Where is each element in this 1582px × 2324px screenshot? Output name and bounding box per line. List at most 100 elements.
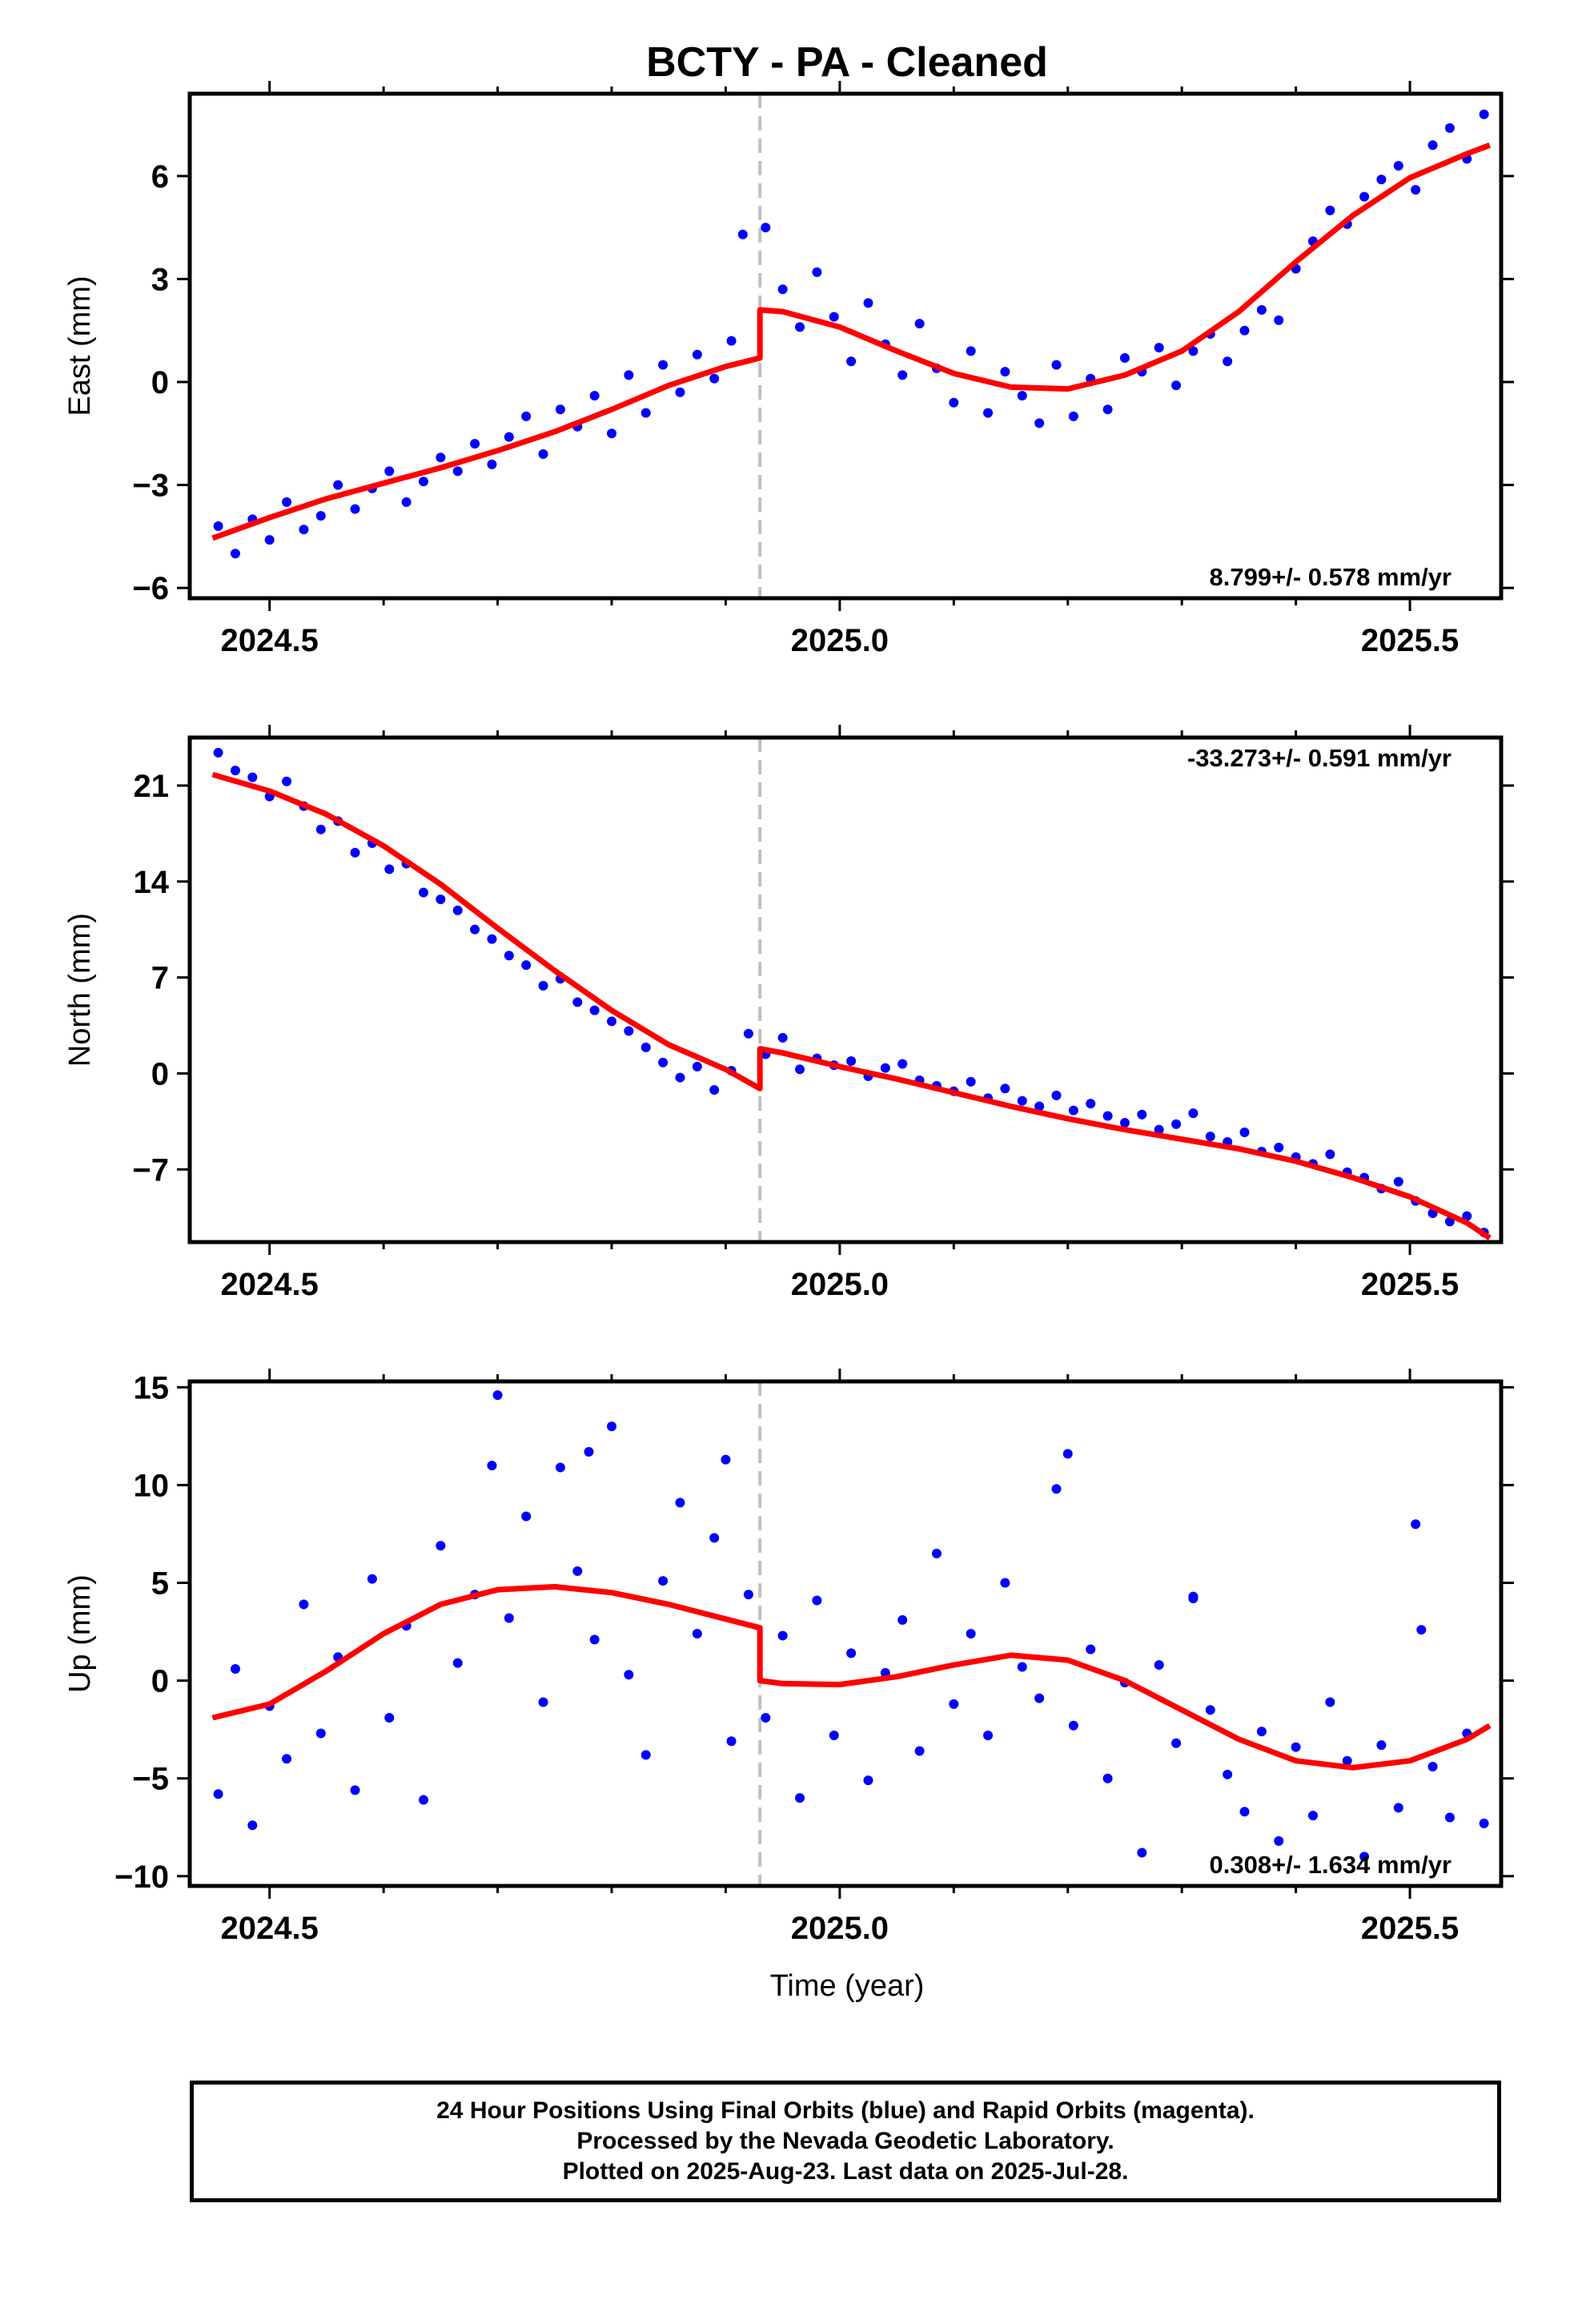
data-point (1188, 1108, 1199, 1119)
data-point (521, 960, 532, 971)
data-point (863, 298, 873, 308)
data-point (1205, 1705, 1215, 1715)
data-point (1479, 1818, 1489, 1828)
x-tick-label: 2024.5 (221, 623, 319, 658)
data-point (384, 466, 395, 476)
data-point (1325, 1149, 1335, 1160)
data-point (692, 349, 702, 360)
data-point (213, 521, 223, 531)
data-point (521, 1511, 532, 1522)
data-point (1393, 1803, 1403, 1813)
data-point (350, 847, 360, 858)
data-point (452, 905, 463, 915)
data-point (282, 1754, 292, 1764)
x-tick-label: 2025.5 (1361, 1267, 1459, 1302)
data-point (966, 1629, 976, 1638)
panel-3: 2024.5 2025.0 2025.5 −10 −5 0 5 10 15 Up (mm) 0.30… (63, 1369, 1514, 1946)
data-point (1051, 1090, 1062, 1100)
data-point (1171, 1119, 1182, 1129)
data-point (761, 223, 771, 233)
data-point (1034, 418, 1045, 428)
data-point (863, 1775, 873, 1786)
x-tick-label: 2025.0 (791, 1911, 889, 1946)
data-point (1102, 404, 1113, 415)
model-line (211, 771, 1492, 1240)
data-point (264, 535, 275, 545)
data-point (584, 1446, 594, 1457)
data-point (966, 346, 976, 356)
data-point (640, 1042, 651, 1052)
data-point (640, 408, 651, 418)
data-point (299, 1599, 309, 1610)
data-point (384, 864, 395, 875)
data-point (607, 1421, 617, 1432)
data-point (692, 1629, 702, 1638)
data-point (829, 1730, 839, 1740)
data-point (914, 1746, 925, 1756)
data-point (1307, 1811, 1318, 1821)
data-point (247, 1820, 258, 1831)
data-point (1154, 1660, 1164, 1671)
y-tick-label: −3 (132, 468, 169, 504)
data-point (230, 766, 240, 776)
data-point (282, 776, 292, 786)
data-point (1205, 1132, 1215, 1142)
rate-annotation: 0.308+/- 1.634 mm/yr (1210, 1851, 1452, 1879)
data-point (692, 1061, 702, 1072)
data-point (1119, 1118, 1130, 1128)
data-point (1119, 353, 1130, 363)
data-point (1427, 1762, 1438, 1772)
data-point (436, 1541, 446, 1551)
data-point (1239, 1807, 1250, 1817)
data-point (1256, 1727, 1267, 1737)
data-point (1274, 1835, 1284, 1846)
data-point (1325, 205, 1335, 215)
data-point (1462, 1211, 1472, 1221)
panel-2: 2024.5 2025.0 2025.5 −7 0 7 14 21 North (mm) -33.… (63, 725, 1514, 1302)
data-point (1393, 1176, 1403, 1187)
data-point (640, 1750, 651, 1760)
data-point (1188, 346, 1199, 356)
y-tick-label: −10 (114, 1860, 169, 1895)
plot-frame (187, 735, 1504, 1244)
data-point (418, 476, 428, 487)
x-tick-label: 2025.5 (1361, 1911, 1459, 1946)
data-point (1376, 175, 1387, 185)
data-point (1411, 185, 1421, 195)
y-axis-label: North (mm) (63, 913, 97, 1067)
data-point (1359, 1852, 1370, 1862)
data-point (812, 1595, 822, 1606)
data-point (538, 449, 548, 459)
model-line (211, 1583, 1492, 1771)
data-point (555, 1462, 565, 1473)
data-point (452, 466, 463, 476)
data-point (350, 504, 360, 514)
data-point (315, 511, 326, 521)
data-point (418, 887, 428, 898)
data-point (1137, 1848, 1147, 1858)
data-point (1223, 1769, 1233, 1779)
panel-1: 2024.5 2025.0 2025.5 −6 −3 0 3 6 East (mm) 8.799+… (63, 81, 1514, 658)
data-point (213, 747, 223, 758)
data-point (315, 824, 326, 834)
y-axis-label: East (mm) (63, 275, 97, 416)
data-point (1342, 1755, 1352, 1766)
x-tick-label: 2024.5 (221, 1267, 319, 1302)
data-point (624, 370, 634, 380)
data-point (1479, 109, 1489, 119)
data-point (675, 387, 685, 397)
data-point (555, 404, 565, 415)
data-point (795, 322, 805, 332)
data-point (1274, 1142, 1284, 1152)
data-point (1154, 1124, 1164, 1135)
plot-area (211, 109, 1492, 559)
data-point (726, 1736, 737, 1747)
data-point (914, 319, 925, 329)
y-tick-label: −7 (132, 1152, 169, 1188)
data-point (931, 1548, 942, 1558)
data-point (658, 360, 669, 370)
data-point (743, 1590, 753, 1600)
plot-frame (187, 91, 1504, 601)
data-point (589, 1634, 600, 1645)
